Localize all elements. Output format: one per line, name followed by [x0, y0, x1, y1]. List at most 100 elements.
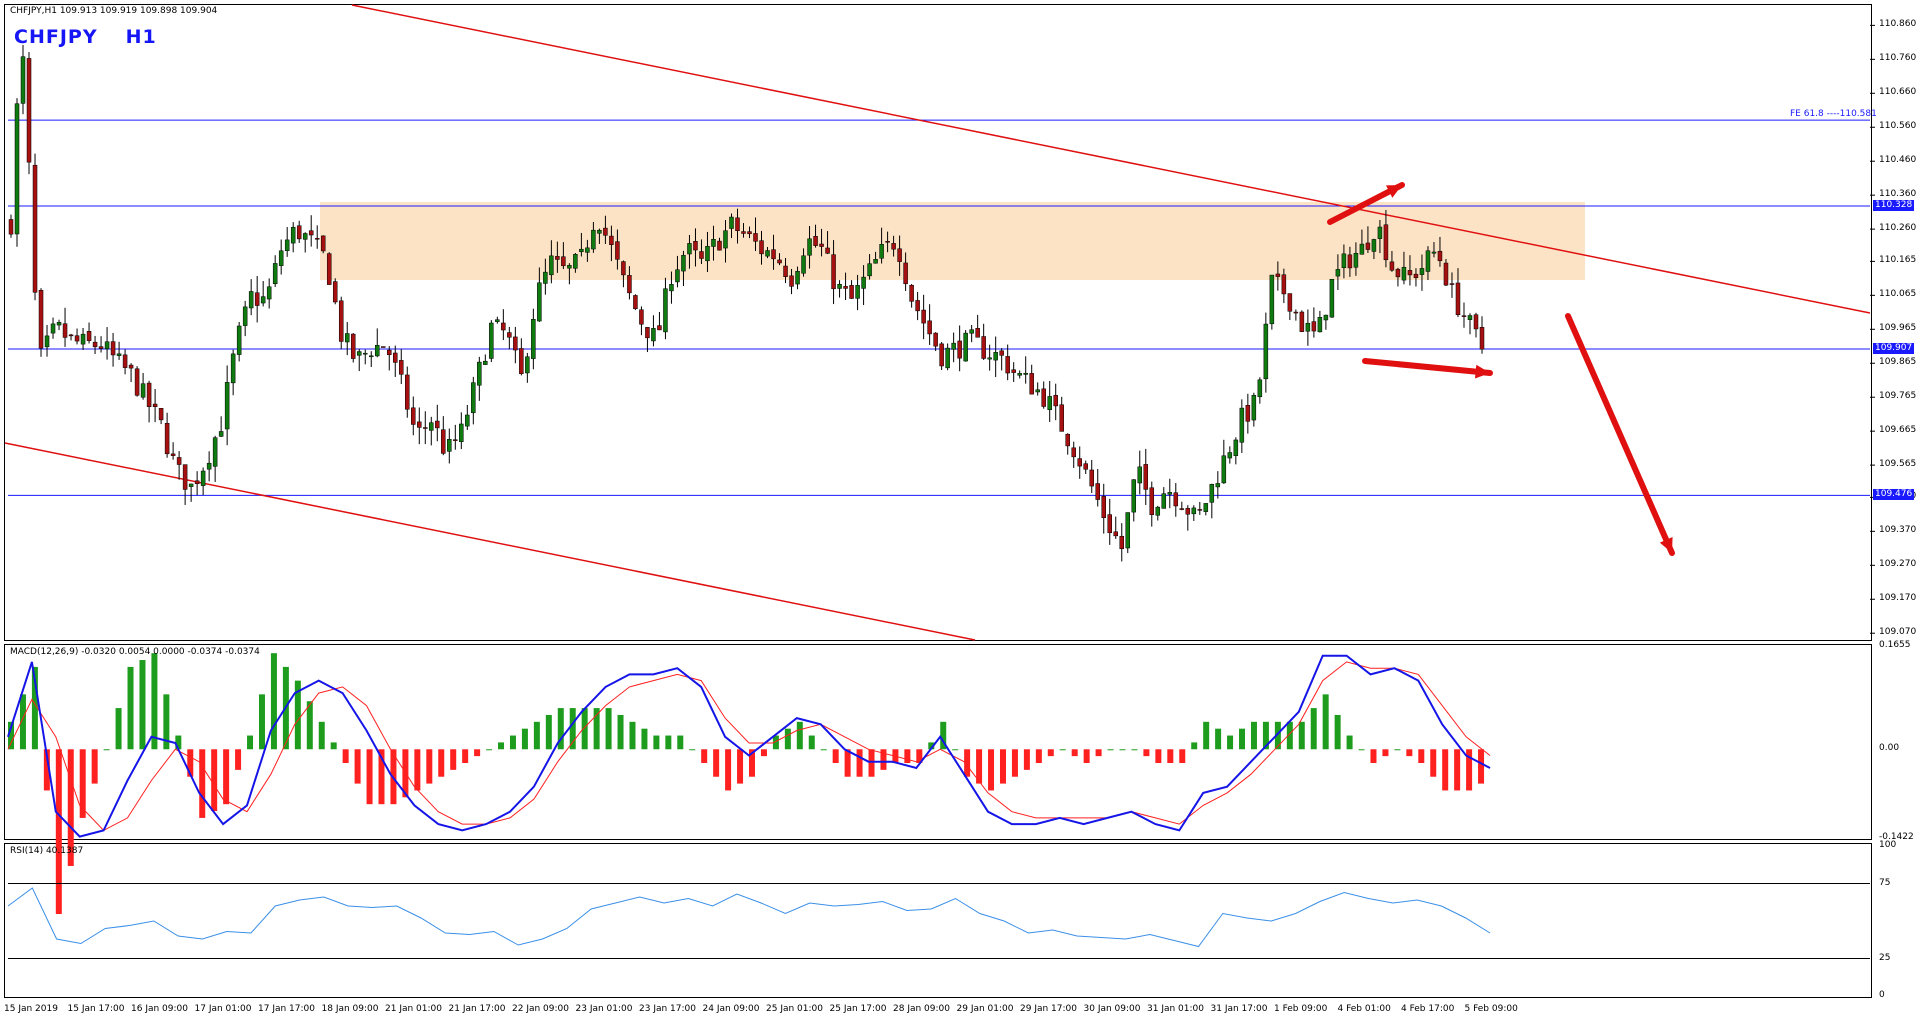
candle-body	[453, 439, 458, 441]
candle-body	[326, 253, 332, 285]
support-price-box: 109.476	[1873, 489, 1915, 501]
timeframe-label: H1	[125, 26, 157, 48]
price-chart-pane[interactable]	[4, 4, 1872, 641]
macd-histogram-bar	[1191, 742, 1198, 750]
candle-body	[567, 265, 572, 269]
macd-histogram-bar	[1215, 728, 1222, 750]
candle-body	[693, 241, 698, 251]
candle-body	[8, 219, 14, 235]
macd-histogram-bar	[808, 735, 815, 750]
candle-body	[405, 374, 410, 410]
macd-histogram-bar	[55, 749, 62, 915]
candle-body	[1047, 396, 1052, 410]
symbol-info-bar: CHFJPY,H1 109.913 109.919 109.898 109.90…	[10, 6, 218, 16]
candle-body	[1155, 506, 1161, 516]
macd-histogram-bar	[856, 749, 863, 777]
macd-histogram-bar	[868, 749, 875, 777]
candle-body	[459, 423, 464, 442]
candle-body	[260, 296, 266, 304]
candle-body	[1365, 242, 1371, 250]
candle-body	[957, 340, 962, 359]
candle-body	[1395, 268, 1401, 278]
price-tick-label: 109.270	[1879, 559, 1917, 570]
candle-body	[573, 254, 578, 269]
candle-body	[20, 56, 26, 104]
macd-histogram-bar	[772, 735, 779, 750]
time-tick-label: 1 Feb 09:00	[1274, 1004, 1328, 1014]
candle-body	[1125, 512, 1131, 549]
macd-histogram-bar	[569, 708, 576, 750]
time-tick-label: 16 Jan 09:00	[131, 1004, 188, 1014]
candle-body	[1293, 311, 1299, 314]
candle-body	[170, 453, 176, 456]
time-tick-label: 30 Jan 09:00	[1083, 1004, 1141, 1014]
candle-body	[236, 325, 242, 355]
macd-histogram-bar	[1454, 749, 1461, 791]
macd-histogram-bar	[103, 749, 110, 751]
macd-histogram-bar	[43, 749, 50, 791]
macd-histogram-bar	[605, 708, 612, 750]
candle-body	[759, 240, 764, 255]
rsi-tick-label: 0	[1879, 990, 1885, 1000]
price-tick-label: 110.860	[1879, 19, 1917, 30]
macd-pane[interactable]	[4, 644, 1872, 840]
candle-body	[627, 275, 632, 294]
macd-histogram-bar	[713, 749, 720, 777]
candle-body	[861, 276, 866, 289]
candle-body	[501, 322, 506, 331]
up-arrow-head	[1386, 185, 1402, 198]
macd-histogram-bar	[1179, 749, 1186, 763]
macd-histogram-bar	[1119, 749, 1126, 751]
macd-histogram-bar	[521, 728, 528, 750]
candle-body	[843, 286, 848, 289]
candle-body	[381, 346, 386, 348]
candle-body	[1131, 479, 1137, 513]
candle-body	[441, 429, 446, 454]
candle-body	[1425, 250, 1431, 272]
candle-body	[320, 235, 326, 252]
candle-body	[741, 231, 746, 234]
macd-histogram-bar	[1286, 721, 1293, 750]
macd-histogram-bar	[784, 728, 791, 750]
candle-body	[254, 292, 260, 306]
candle-body	[1179, 508, 1185, 510]
time-axis[interactable]: 15 Jan 2019 15 Jan 17:00 16 Jan 09:00 17 Ja…	[0, 1000, 1920, 1020]
time-tick-label: 17 Jan 01:00	[194, 1004, 252, 1014]
candle-body	[338, 300, 344, 342]
time-tick-label: 21 Jan 01:00	[385, 1004, 442, 1014]
candle-body	[1323, 314, 1329, 321]
candle-body	[1077, 458, 1082, 467]
candle-body	[164, 422, 170, 455]
macd-histogram-bar	[1250, 721, 1257, 750]
candle-body	[1377, 226, 1383, 239]
macd-histogram-bar	[426, 749, 433, 784]
candle-body	[681, 254, 686, 272]
candle-body	[723, 230, 728, 249]
candle-body	[795, 270, 800, 285]
macd-histogram-bar	[1478, 749, 1485, 784]
macd-histogram-bar	[1095, 749, 1102, 757]
candle-body	[495, 319, 500, 322]
candle-body	[933, 332, 938, 347]
candle-body	[549, 255, 554, 276]
candle-body	[1119, 535, 1125, 550]
candle-body	[555, 256, 560, 260]
candle-body	[50, 323, 56, 334]
candle-body	[651, 328, 656, 342]
candle-body	[176, 457, 182, 465]
rsi-tick-label: 75	[1879, 877, 1891, 888]
macd-histogram-bar	[1011, 749, 1018, 777]
rsi-pane[interactable]	[4, 843, 1872, 998]
candle-body	[1437, 250, 1443, 262]
rsi-label: RSI(14) 40.1387	[10, 846, 84, 856]
candle-body	[807, 238, 812, 256]
candle-body	[561, 256, 566, 267]
macd-histogram-bar	[450, 749, 457, 770]
candle-body	[837, 284, 842, 289]
macd-label: MACD(12,26,9) -0.0320 0.0054 0.0000 -0.0…	[10, 647, 260, 657]
time-tick-label: 15 Jan 2019	[4, 1004, 58, 1014]
candle-body	[531, 319, 536, 359]
candle-body	[1353, 252, 1359, 268]
macd-histogram-bar	[1406, 749, 1413, 757]
